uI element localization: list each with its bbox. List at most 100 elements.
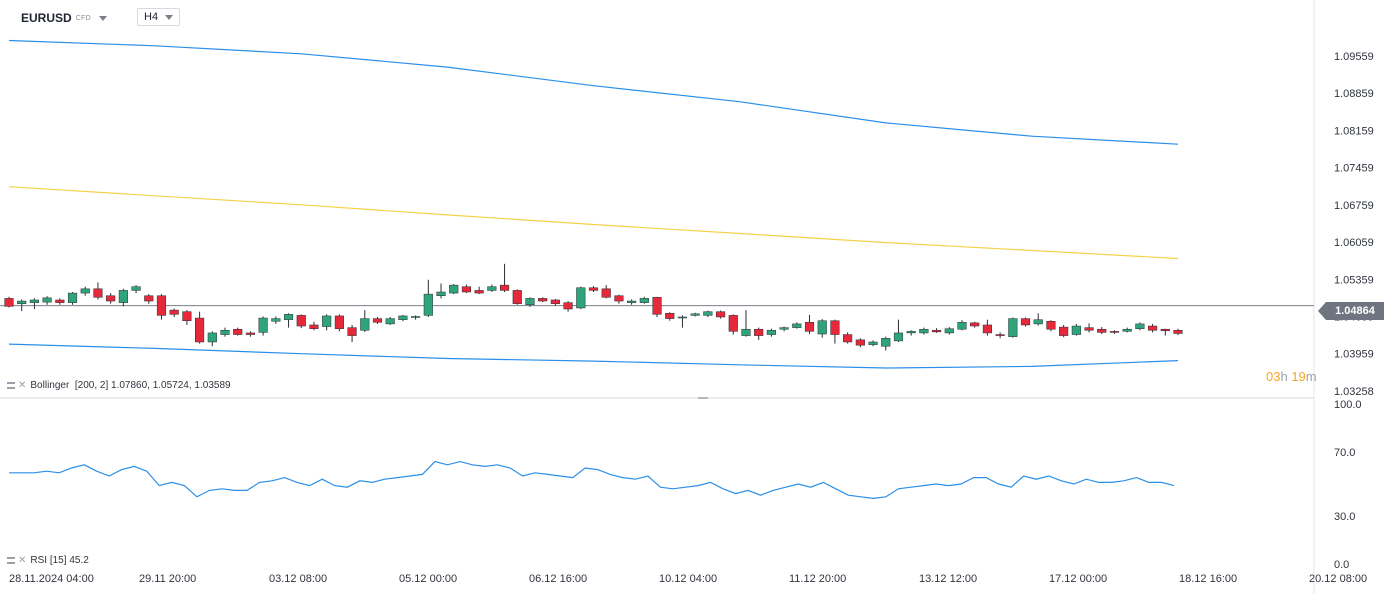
candle[interactable] bbox=[1109, 330, 1120, 335]
candle[interactable] bbox=[1097, 327, 1107, 335]
candle[interactable] bbox=[919, 327, 929, 335]
candle[interactable] bbox=[982, 319, 992, 336]
candle[interactable] bbox=[106, 293, 116, 304]
candle[interactable] bbox=[830, 319, 840, 344]
candle[interactable] bbox=[245, 331, 255, 337]
candle[interactable] bbox=[67, 292, 78, 305]
candle[interactable] bbox=[1084, 323, 1094, 333]
candle[interactable] bbox=[220, 327, 230, 337]
candle[interactable] bbox=[461, 284, 472, 294]
candle[interactable] bbox=[398, 314, 408, 322]
close-icon[interactable]: ✕ bbox=[18, 555, 27, 566]
candle[interactable] bbox=[169, 308, 179, 317]
candle[interactable] bbox=[601, 285, 611, 299]
candle[interactable] bbox=[1122, 327, 1132, 333]
candle[interactable] bbox=[944, 327, 954, 335]
candle[interactable] bbox=[957, 320, 967, 331]
candle[interactable] bbox=[1059, 324, 1069, 338]
candle[interactable] bbox=[970, 321, 980, 328]
candle[interactable] bbox=[411, 315, 421, 320]
candle[interactable] bbox=[1071, 323, 1081, 336]
candle[interactable] bbox=[156, 294, 167, 320]
candle[interactable] bbox=[42, 296, 52, 305]
timeframe-selector[interactable]: H4 bbox=[137, 8, 180, 26]
candle[interactable] bbox=[715, 310, 726, 319]
candle[interactable] bbox=[766, 328, 776, 337]
indicator-settings-icon[interactable] bbox=[7, 382, 15, 389]
candle[interactable] bbox=[1173, 328, 1183, 336]
candle[interactable] bbox=[512, 289, 522, 305]
candle[interactable] bbox=[1046, 320, 1056, 332]
candle[interactable] bbox=[1148, 323, 1158, 333]
candle[interactable] bbox=[588, 286, 599, 293]
candle[interactable] bbox=[576, 286, 586, 310]
candle[interactable] bbox=[322, 314, 332, 331]
candle[interactable] bbox=[639, 296, 649, 304]
candle[interactable] bbox=[4, 296, 14, 308]
candle[interactable] bbox=[817, 319, 827, 338]
candle[interactable] bbox=[29, 298, 39, 310]
candle[interactable] bbox=[296, 314, 306, 329]
candle[interactable] bbox=[55, 298, 65, 305]
candle[interactable] bbox=[906, 330, 916, 336]
candle[interactable] bbox=[93, 282, 103, 300]
candle[interactable] bbox=[932, 328, 942, 333]
candle[interactable] bbox=[804, 314, 815, 335]
candle[interactable] bbox=[309, 321, 319, 331]
candle[interactable] bbox=[423, 279, 433, 317]
candle[interactable] bbox=[563, 301, 573, 312]
close-icon[interactable]: ✕ bbox=[18, 380, 27, 391]
candle[interactable] bbox=[652, 296, 662, 317]
candle[interactable] bbox=[1008, 317, 1018, 338]
candle[interactable] bbox=[487, 284, 497, 293]
candle[interactable] bbox=[855, 338, 865, 348]
candle[interactable] bbox=[754, 327, 764, 340]
candle[interactable] bbox=[449, 284, 459, 295]
candle[interactable] bbox=[195, 311, 205, 344]
candle[interactable] bbox=[360, 310, 370, 332]
indicator-settings-icon[interactable] bbox=[7, 557, 15, 564]
candle[interactable] bbox=[207, 331, 217, 347]
candle[interactable] bbox=[1020, 317, 1031, 327]
candle[interactable] bbox=[233, 327, 243, 336]
candle[interactable] bbox=[474, 286, 484, 295]
symbol-selector[interactable]: EURUSD CFD bbox=[12, 8, 107, 28]
candle[interactable] bbox=[334, 314, 344, 332]
candle[interactable] bbox=[665, 312, 675, 321]
candle[interactable] bbox=[499, 263, 510, 293]
candle[interactable] bbox=[868, 340, 878, 347]
candle[interactable] bbox=[271, 316, 281, 324]
candle[interactable] bbox=[525, 297, 535, 307]
candle[interactable] bbox=[627, 299, 637, 305]
candle[interactable] bbox=[703, 310, 713, 317]
candle[interactable] bbox=[843, 332, 853, 344]
candle[interactable] bbox=[690, 312, 700, 317]
candle[interactable] bbox=[779, 326, 789, 332]
candle[interactable] bbox=[741, 310, 751, 337]
candle[interactable] bbox=[80, 286, 90, 296]
candle[interactable] bbox=[550, 298, 560, 306]
candle[interactable] bbox=[131, 285, 141, 294]
candle[interactable] bbox=[1135, 322, 1145, 331]
candle[interactable] bbox=[182, 310, 192, 325]
candle[interactable] bbox=[258, 316, 268, 336]
candle[interactable] bbox=[792, 322, 802, 329]
candle[interactable] bbox=[385, 316, 395, 325]
candle[interactable] bbox=[995, 332, 1005, 339]
candle[interactable] bbox=[614, 294, 624, 304]
candle[interactable] bbox=[538, 297, 548, 303]
candle[interactable] bbox=[347, 324, 357, 342]
candle[interactable] bbox=[677, 315, 688, 328]
candle[interactable] bbox=[893, 319, 904, 342]
pane-resize-handle[interactable] bbox=[698, 397, 708, 399]
candle[interactable] bbox=[881, 336, 891, 351]
candle[interactable] bbox=[728, 314, 738, 335]
candle[interactable] bbox=[17, 299, 27, 312]
candle[interactable] bbox=[372, 316, 383, 324]
candle[interactable] bbox=[144, 294, 154, 304]
candle[interactable] bbox=[118, 288, 128, 307]
candle[interactable] bbox=[283, 313, 294, 328]
candle[interactable] bbox=[1033, 313, 1043, 326]
candle[interactable] bbox=[1160, 328, 1170, 336]
